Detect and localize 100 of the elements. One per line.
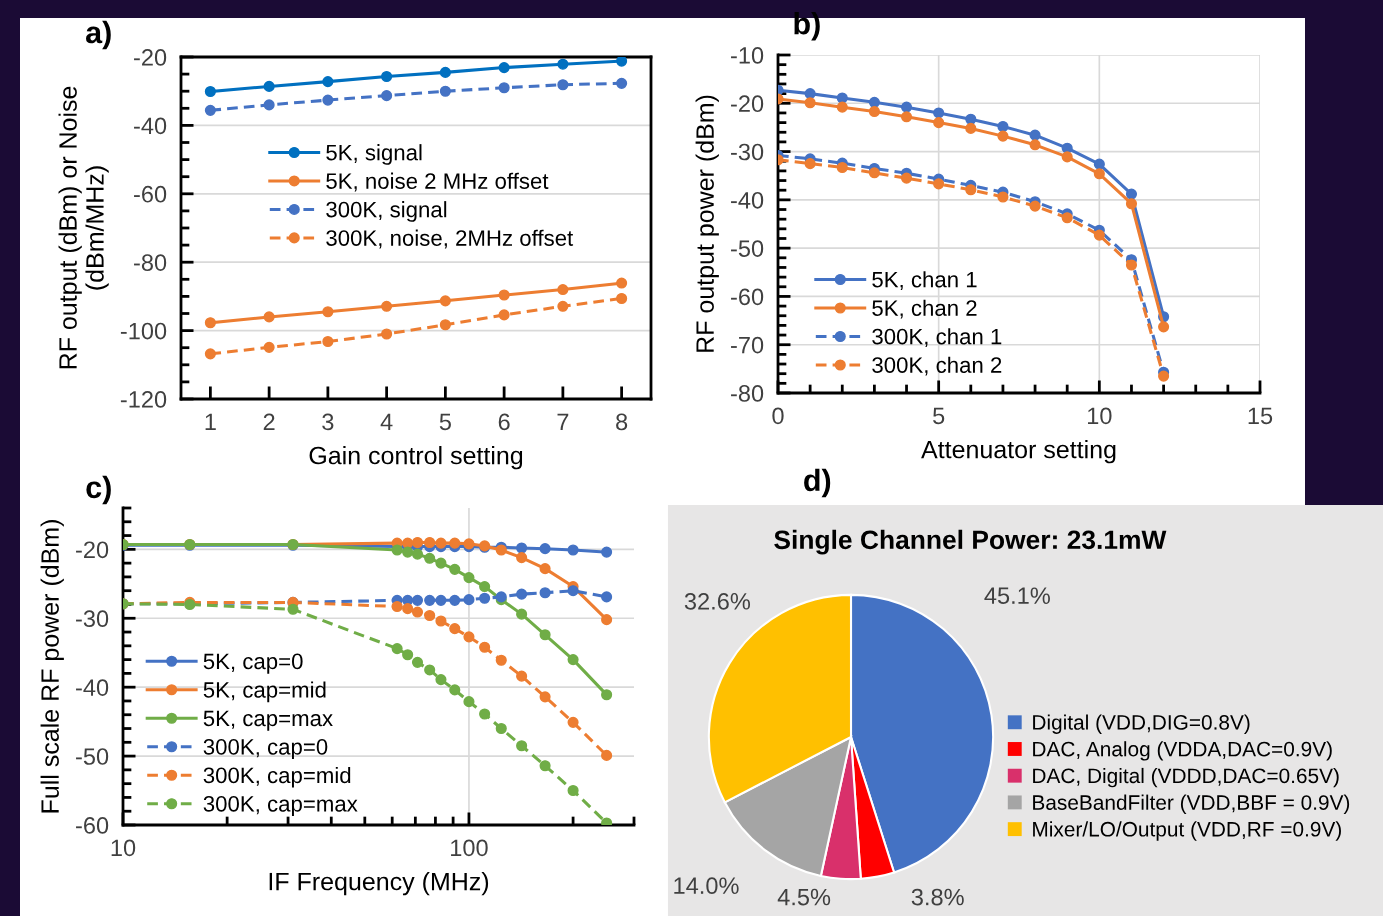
y-tick-label: -60 bbox=[134, 185, 167, 203]
point bbox=[1158, 321, 1170, 333]
legend-label: 300K, noise, 2MHz offset bbox=[326, 229, 574, 249]
x-tick-label: 4 bbox=[380, 413, 393, 430]
y-tick-label: -30 bbox=[731, 143, 764, 161]
legend-label: Digital (VDD,DIG=0.8V) bbox=[1033, 714, 1250, 734]
x-tick-label: 100 bbox=[451, 839, 488, 857]
y-tick-label: -30 bbox=[76, 610, 109, 628]
y-tick-label: -70 bbox=[731, 336, 764, 354]
text: a) bbox=[86, 20, 111, 50]
legend-label: 5K, cap=max bbox=[203, 710, 333, 731]
point bbox=[616, 277, 628, 289]
point bbox=[1029, 139, 1041, 151]
y-tick-label: -60 bbox=[731, 288, 764, 306]
point bbox=[439, 85, 451, 97]
point bbox=[322, 306, 334, 318]
legend-label: 300K, chan 2 bbox=[872, 356, 1002, 376]
point bbox=[1158, 370, 1170, 382]
data-label: 45.1% bbox=[984, 587, 1050, 605]
point bbox=[868, 167, 880, 179]
x-axis-title: Attenuator setting bbox=[921, 440, 1116, 464]
y-tick-label: -50 bbox=[731, 240, 764, 257]
legend-label: 300K, cap=mid bbox=[203, 766, 351, 788]
point bbox=[1029, 200, 1041, 212]
x-tick-label: 10 bbox=[1088, 407, 1112, 425]
legend-label: 5K, chan 1 bbox=[872, 271, 977, 291]
y-tick-label: -60 bbox=[76, 817, 109, 834]
point bbox=[204, 85, 216, 98]
point bbox=[498, 289, 510, 301]
point bbox=[1125, 259, 1138, 271]
point bbox=[1093, 229, 1105, 241]
x-tick-label: 5 bbox=[933, 407, 945, 425]
legend-label: 5K, cap=mid bbox=[203, 681, 326, 703]
point bbox=[439, 66, 451, 78]
legend-label: 5K, noise 2 MHz offset bbox=[326, 172, 549, 192]
point bbox=[1125, 188, 1138, 200]
y-tick-label: -10 bbox=[731, 47, 764, 64]
point bbox=[900, 111, 913, 123]
legend-label: 5K, cap=0 bbox=[203, 653, 303, 674]
point bbox=[498, 309, 510, 321]
point bbox=[965, 113, 977, 125]
point bbox=[933, 107, 945, 119]
point bbox=[616, 77, 628, 89]
point bbox=[263, 99, 275, 111]
point bbox=[263, 80, 275, 92]
point bbox=[836, 101, 848, 113]
point bbox=[965, 184, 977, 196]
point bbox=[997, 120, 1009, 133]
point bbox=[1093, 158, 1105, 170]
point bbox=[868, 96, 880, 108]
point bbox=[557, 79, 569, 91]
point bbox=[322, 94, 334, 106]
x-axis-title: IF Frequency (MHz) bbox=[269, 872, 489, 896]
y-tick-label: -80 bbox=[731, 385, 764, 402]
legend-label: DAC, Digital (VDDD,DAC=0.65V) bbox=[1033, 767, 1339, 788]
point bbox=[204, 104, 216, 116]
point bbox=[933, 178, 945, 190]
point bbox=[1061, 151, 1073, 163]
x-tick-label: 7 bbox=[557, 413, 569, 430]
point bbox=[263, 341, 275, 353]
y-tick-label: -80 bbox=[134, 254, 167, 271]
point bbox=[616, 292, 628, 305]
x-tick-label: 3 bbox=[322, 413, 334, 431]
x-tick-label: 6 bbox=[498, 413, 510, 431]
text: c) bbox=[86, 475, 111, 505]
y-tick-label: -50 bbox=[76, 748, 109, 765]
y-tick-label: -100 bbox=[120, 322, 167, 340]
point bbox=[1029, 129, 1041, 141]
y-tick-label: -120 bbox=[120, 391, 167, 408]
legend-label: 300K, signal bbox=[326, 201, 447, 222]
y-tick-label: -40 bbox=[134, 117, 167, 135]
point bbox=[997, 191, 1009, 203]
x-tick-label: 5 bbox=[439, 413, 451, 431]
point bbox=[804, 158, 816, 170]
legend-label: 300K, cap=0 bbox=[203, 739, 328, 760]
point bbox=[557, 58, 569, 70]
point bbox=[381, 70, 393, 83]
x-axis-title: Gain control setting bbox=[309, 446, 523, 470]
data-label: 14.0% bbox=[674, 877, 739, 895]
x-tick-label: 8 bbox=[616, 413, 628, 431]
x-tick-label: 0 bbox=[772, 407, 784, 425]
data-label: 4.5% bbox=[777, 888, 831, 906]
point bbox=[204, 348, 216, 360]
point bbox=[1125, 198, 1138, 210]
point bbox=[868, 105, 880, 118]
point bbox=[900, 172, 913, 184]
point bbox=[933, 117, 945, 129]
text: d) bbox=[804, 468, 831, 498]
point bbox=[263, 311, 275, 323]
legend-label: 5K, chan 2 bbox=[872, 299, 977, 319]
legend-label: DAC, Analog (VDDA,DAC=0.9V) bbox=[1033, 741, 1332, 761]
y-axis-title: RF output (dBm) or Noise (dBm/MHz) bbox=[58, 86, 109, 369]
point bbox=[804, 97, 816, 109]
point bbox=[439, 319, 451, 331]
y-axis-title: Full scale RF power (dBm) bbox=[40, 520, 64, 813]
y-tick-label: -40 bbox=[731, 191, 764, 209]
point bbox=[900, 101, 913, 113]
chart-title: Single Channel Power: 23.1mW bbox=[774, 529, 1167, 555]
point bbox=[381, 328, 393, 340]
point bbox=[616, 57, 628, 67]
